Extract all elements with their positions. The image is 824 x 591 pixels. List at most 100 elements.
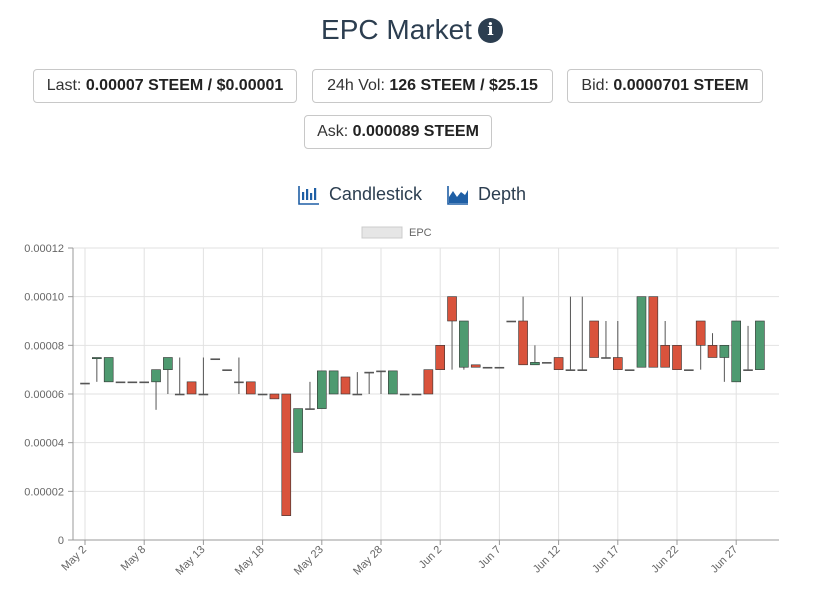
ask-label: Ask: xyxy=(317,123,353,140)
candle-body xyxy=(470,364,481,368)
candle-body xyxy=(328,370,339,395)
candle-body xyxy=(293,408,303,453)
x-tick-label: Jun 17 xyxy=(590,544,622,576)
candle-body xyxy=(340,376,351,395)
last-price-box: Last: 0.00007 STEEM / $0.00001 xyxy=(33,69,297,103)
volume-label: 24h Vol: xyxy=(327,77,390,94)
page-title: EPC Market xyxy=(321,14,472,45)
bid-box: Bid: 0.0000701 STEEM xyxy=(567,69,763,103)
y-tick-label: 0.00006 xyxy=(24,389,64,401)
candle-body xyxy=(269,393,280,400)
y-tick-label: 0.00008 xyxy=(24,340,64,352)
x-tick-label: Jun 22 xyxy=(649,544,681,576)
candle-body xyxy=(139,381,149,384)
bid-label: Bid: xyxy=(581,77,614,94)
candle-body xyxy=(210,358,221,361)
x-tick-label: May 8 xyxy=(119,544,149,574)
bid-value: 0.0000701 STEEM xyxy=(613,77,749,94)
candle-body xyxy=(316,370,327,409)
candle-body xyxy=(388,370,398,395)
info-circle-icon[interactable]: i xyxy=(477,17,503,43)
x-tick-label: May 18 xyxy=(233,544,267,578)
x-tick-label: Jun 12 xyxy=(531,544,563,576)
area-chart-icon xyxy=(447,185,468,205)
y-tick-label: 0 xyxy=(58,535,64,547)
legend-swatch xyxy=(361,226,403,239)
chart-type-tabs: Candlestick Depth xyxy=(0,184,824,210)
candle-body xyxy=(151,369,161,383)
candle-body xyxy=(447,296,457,322)
candle-body xyxy=(755,320,765,370)
candle-body xyxy=(305,408,315,410)
candle-body xyxy=(174,393,185,396)
candle-body xyxy=(553,357,564,370)
legend-label: EPC xyxy=(409,227,432,239)
candle-body xyxy=(601,357,611,359)
last-value: 0.00007 STEEM / $0.00001 xyxy=(85,77,284,94)
candle-body xyxy=(103,357,114,383)
candle-body xyxy=(222,369,232,371)
candle-body xyxy=(707,345,718,358)
ask-value: 0.000089 STEEM xyxy=(352,123,479,140)
candle-body xyxy=(660,345,670,368)
candle-body xyxy=(541,362,552,364)
candle-body xyxy=(257,393,268,396)
candle-body xyxy=(281,393,292,516)
candle-body xyxy=(92,357,102,360)
candle-body xyxy=(234,381,244,384)
page-header: EPC Market i xyxy=(0,14,824,46)
candle-body xyxy=(352,393,363,396)
candle-body xyxy=(695,320,706,346)
candle-body xyxy=(186,381,197,395)
candle-body xyxy=(577,369,588,371)
volume-value: 126 STEEM / $25.15 xyxy=(389,77,538,94)
candle-body xyxy=(399,393,410,396)
tab-depth-label: Depth xyxy=(478,184,527,204)
candle-body xyxy=(565,369,576,371)
candle-body xyxy=(163,357,173,370)
candle-body xyxy=(612,357,623,370)
candle-body xyxy=(672,345,682,370)
tab-candlestick-label: Candlestick xyxy=(328,184,422,204)
candle-body xyxy=(245,381,256,395)
candle-body xyxy=(459,320,469,368)
candle-body xyxy=(743,369,753,371)
x-tick-label: May 13 xyxy=(174,544,208,578)
x-tick-label: May 28 xyxy=(351,544,385,578)
y-tick-label: 0.00004 xyxy=(24,438,64,450)
ask-box: Ask: 0.000089 STEEM xyxy=(304,115,492,149)
candle-body xyxy=(494,366,505,369)
candle-body xyxy=(198,393,209,396)
candle-body xyxy=(376,370,386,373)
candle-body xyxy=(636,296,647,368)
x-tick-label: May 2 xyxy=(59,544,89,574)
candle-body xyxy=(589,320,599,358)
candle-body xyxy=(435,345,446,370)
candle-body xyxy=(624,369,635,371)
candle-body xyxy=(518,320,528,366)
x-tick-label: Jun 7 xyxy=(476,544,504,572)
y-tick-label: 0.00010 xyxy=(24,292,64,304)
x-tick-label: May 23 xyxy=(292,544,326,578)
x-tick-label: Jun 27 xyxy=(708,544,740,576)
candle-body xyxy=(364,371,374,374)
candle-body xyxy=(684,369,694,371)
candle-body xyxy=(411,393,422,396)
x-tick-label: Jun 2 xyxy=(417,544,445,572)
tab-depth[interactable]: Depth xyxy=(447,184,526,205)
candle-body xyxy=(115,381,126,384)
candlestick-chart-icon xyxy=(298,185,319,205)
candle-body xyxy=(648,296,659,368)
candle-body xyxy=(80,382,90,385)
candlestick-chart: EPC 0 0.00002 0.00004 0.00006 0.00008 0.00010 0… xyxy=(24,226,779,578)
candle-body xyxy=(423,369,434,395)
volume-box: 24h Vol: 126 STEEM / $25.15 xyxy=(312,69,553,103)
candle-body xyxy=(731,320,742,383)
candle-body xyxy=(530,362,540,366)
candle-body xyxy=(506,320,517,323)
y-tick-label: 0.00002 xyxy=(24,486,64,498)
tab-candlestick[interactable]: Candlestick xyxy=(298,184,422,205)
y-tick-label: 0.00012 xyxy=(24,243,64,255)
candle-body xyxy=(482,366,493,369)
last-label: Last: xyxy=(46,77,86,94)
